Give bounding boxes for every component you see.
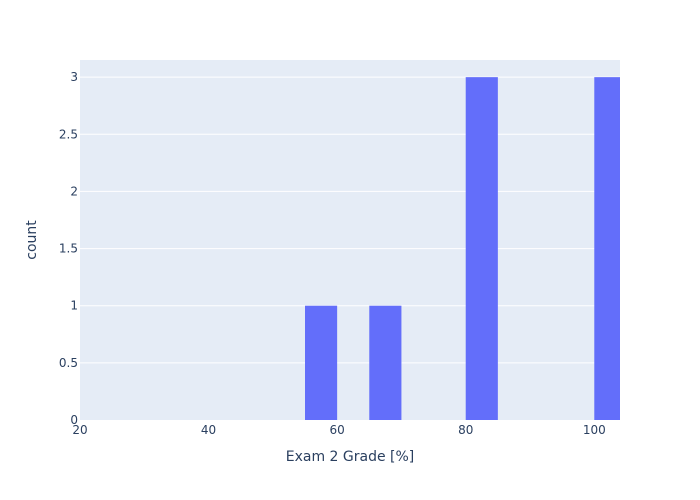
bars: [305, 77, 620, 421]
x-tick-label: 100: [583, 423, 606, 437]
y-tick-label: 1: [70, 299, 78, 313]
x-axis-title: Exam 2 Grade [%]: [286, 449, 415, 465]
y-tick-label: 2.5: [59, 127, 78, 141]
grid-lines: [80, 76, 620, 364]
y-tick-label: 0.5: [59, 356, 78, 370]
histogram-bar[interactable]: [465, 77, 498, 421]
histogram-bar[interactable]: [369, 305, 402, 420]
plot-background: [80, 60, 620, 420]
y-axis-title: count: [24, 220, 40, 260]
y-tick-label: 1.5: [59, 242, 78, 256]
histogram-bar[interactable]: [594, 77, 620, 421]
y-axis-ticks: 0 0.5 1 1.5 2 2.5 3: [59, 70, 78, 427]
y-tick-label: 2: [70, 184, 78, 198]
x-axis-ticks: 20 40 60 80 100: [72, 423, 605, 437]
y-tick-label: 3: [70, 70, 78, 84]
x-tick-label: 40: [201, 423, 216, 437]
x-tick-label: 80: [458, 423, 473, 437]
histogram-bar[interactable]: [305, 305, 338, 420]
x-tick-label: 60: [330, 423, 345, 437]
y-tick-label: 0: [70, 413, 78, 427]
x-tick-label: 20: [72, 423, 87, 437]
